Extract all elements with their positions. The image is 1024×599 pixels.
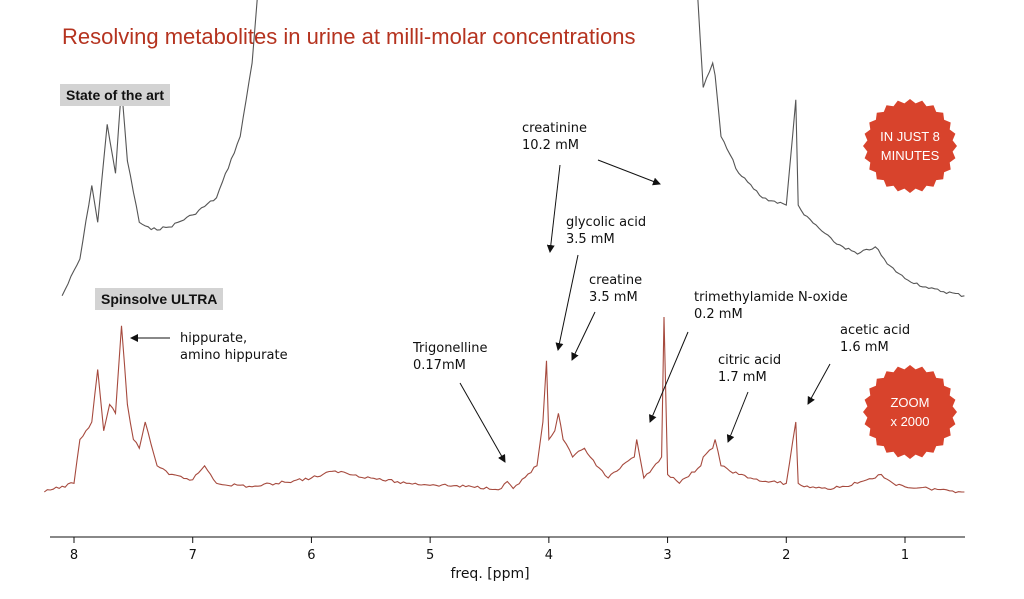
peak-annotation: creatinine 10.2 mM: [522, 121, 587, 153]
x-tick-label: 3: [663, 548, 671, 563]
annotation-arrow: [726, 391, 749, 443]
peak-annotation: acetic acid 1.6 mM: [840, 323, 910, 355]
peak-annotation: citric acid 1.7 mM: [718, 353, 781, 385]
peak-annotation: Trigonelline 0.17mM: [412, 341, 488, 373]
x-tick-label: 6: [307, 548, 315, 563]
peak-annotation: trimethylamide N-oxide 0.2 mM: [694, 290, 848, 322]
peak-annotation: glycolic acid 3.5 mM: [566, 215, 646, 247]
annotation-arrow: [807, 363, 831, 405]
x-axis-title: freq. [ppm]: [450, 566, 529, 582]
x-tick-label: 1: [901, 548, 909, 563]
slide-title: Resolving metabolites in urine at milli-…: [62, 24, 636, 49]
annotation-arrow: [459, 382, 506, 463]
peak-annotation: hippurate, amino hippurate: [180, 331, 288, 363]
x-tick-label: 8: [70, 548, 78, 563]
x-tick-label: 4: [545, 548, 553, 563]
x-tick-label: 7: [189, 548, 197, 563]
time-badge-text: IN JUST 8 MINUTES: [880, 129, 940, 163]
x-tick-label: 5: [426, 548, 434, 563]
badge-burst-icon: [863, 99, 957, 193]
annotation-arrow: [649, 331, 689, 423]
annotation-arrow: [571, 311, 596, 361]
state-of-the-art-trace: [61, 0, 965, 297]
badge-burst-icon: [863, 365, 957, 459]
annotation-arrow: [546, 164, 561, 253]
peak-annotation: creatine 3.5 mM: [589, 273, 642, 305]
state-of-the-art-label: State of the art: [60, 84, 171, 106]
spinsolve-ultra-label: Spinsolve ULTRA: [95, 288, 224, 310]
zoom-badge-text: ZOOM x 2000: [890, 395, 930, 429]
spinsolve-ultra-trace: [43, 316, 965, 494]
x-tick-label: 2: [782, 548, 790, 563]
time-badge: IN JUST 8 MINUTES: [862, 98, 958, 194]
annotation-arrow: [597, 159, 661, 186]
zoom-badge: ZOOM x 2000: [862, 364, 958, 460]
annotation-arrow: [555, 254, 579, 351]
